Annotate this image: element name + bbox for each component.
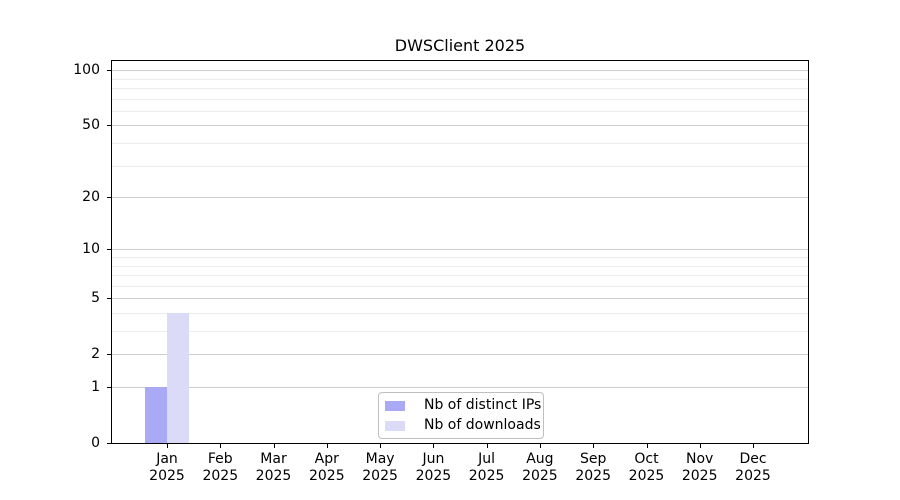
gridline-major-2 [112,354,808,356]
x-tick-label-month: Jul [478,451,496,467]
x-tick-label-year: 2025 [735,468,771,484]
x-tick-jul [486,444,488,448]
x-tick-mar [273,444,275,448]
y-tick-100 [107,70,111,71]
x-tick-label-year: 2025 [362,468,398,484]
x-tick-label-year: 2025 [628,468,665,484]
gridline-minor-9 [112,256,808,258]
y-tick-5 [107,298,111,299]
y-tick-label-0: 0 [91,435,100,451]
gridline-minor-8 [112,265,808,267]
x-tick-label-year: 2025 [522,468,558,484]
x-tick-jun [433,444,435,448]
x-tick-label-month: Jun [422,451,445,467]
gridline-minor-40 [112,142,808,144]
y-tick-label-100: 100 [73,62,100,78]
legend-row-distinct-ips: Nb of distinct IPs [385,397,541,414]
x-tick-label-feb: Feb 2025 [188,451,252,485]
x-tick-label-dec: Dec 2025 [721,451,785,485]
legend-label-downloads: Nb of downloads [424,417,541,433]
legend: Nb of distinct IPs Nb of downloads [378,392,544,439]
gridline-minor-90 [112,78,808,80]
x-tick-label-month: Dec [739,451,767,467]
x-tick-jan [167,444,168,448]
y-tick-label-1: 1 [91,379,100,395]
x-tick-label-month: Aug [526,451,554,467]
gridline-minor-70 [112,98,808,100]
x-tick-label-month: May [365,451,395,467]
x-tick-label-month: Jan [156,451,178,467]
y-tick-label-20: 20 [82,189,100,205]
x-tick-nov [699,444,701,448]
x-tick-label-month: Apr [314,451,339,467]
x-tick-label-aug: Aug 2025 [508,451,572,485]
y-tick-2 [107,354,111,355]
gridline-major-5 [112,298,808,300]
x-tick-label-month: Feb [207,451,233,467]
x-tick-feb [220,444,222,448]
x-tick-label-jun: Jun 2025 [401,451,465,485]
x-tick-label-month: Sep [579,451,607,467]
legend-row-downloads: Nb of downloads [385,417,541,434]
x-tick-may [380,444,382,448]
x-tick-label-jan: Jan 2025 [135,451,199,485]
gridline-minor-60 [112,110,808,112]
x-tick-aug [539,444,541,448]
x-tick-label-year: 2025 [575,468,611,484]
x-tick-label-year: 2025 [149,468,185,484]
y-tick-label-2: 2 [91,346,100,362]
y-tick-50 [107,125,111,126]
gridline-major-100 [112,70,808,72]
gridline-minor-80 [112,87,808,89]
gridline-major-50 [112,125,808,127]
y-tick-label-5: 5 [91,290,100,306]
bar-downloads-jan [167,312,189,443]
x-tick-apr [326,444,328,448]
x-tick-oct [646,444,648,448]
gridline-major-20 [112,197,808,198]
chart-title: DWSClient 2025 [394,36,526,55]
y-tick-0 [107,443,111,444]
gridline-major-1 [112,387,808,388]
y-tick-1 [107,387,111,388]
legend-swatch-downloads [385,420,405,431]
gridline-major-10 [112,249,808,251]
x-tick-label-year: 2025 [202,468,239,484]
gridline-minor-30 [112,165,808,167]
x-tick-label-oct: Oct 2025 [615,451,679,485]
bar-distinct-ips-jan [145,387,167,443]
y-tick-label-10: 10 [82,241,100,257]
y-tick-10 [107,249,111,250]
x-tick-label-year: 2025 [468,468,505,484]
x-tick-sep [593,444,595,448]
x-tick-label-month: Mar [260,451,287,467]
x-tick-label-month: Oct [634,451,659,467]
x-tick-label-year: 2025 [415,468,452,484]
x-tick-label-year: 2025 [681,468,718,484]
plot-area [111,60,809,444]
x-tick-label-year: 2025 [255,468,292,484]
x-tick-label-sep: Sep 2025 [561,451,625,485]
x-tick-dec [753,444,754,448]
legend-swatch-distinct-ips [385,400,405,411]
x-tick-label-apr: Apr 2025 [295,451,359,485]
x-tick-label-year: 2025 [308,468,345,484]
x-tick-label-jul: Jul 2025 [455,451,519,485]
x-tick-label-mar: Mar 2025 [242,451,306,485]
legend-label-distinct-ips: Nb of distinct IPs [424,397,542,413]
gridline-minor-6 [112,285,808,287]
x-tick-label-month: Nov [686,451,714,467]
gridline-minor-4 [112,312,808,314]
y-tick-20 [107,197,111,198]
x-tick-label-nov: Nov 2025 [668,451,732,485]
gridline-minor-3 [112,331,808,332]
x-tick-label-may: May 2025 [348,451,412,485]
y-tick-label-50: 50 [82,117,100,133]
gridline-minor-7 [112,275,808,276]
